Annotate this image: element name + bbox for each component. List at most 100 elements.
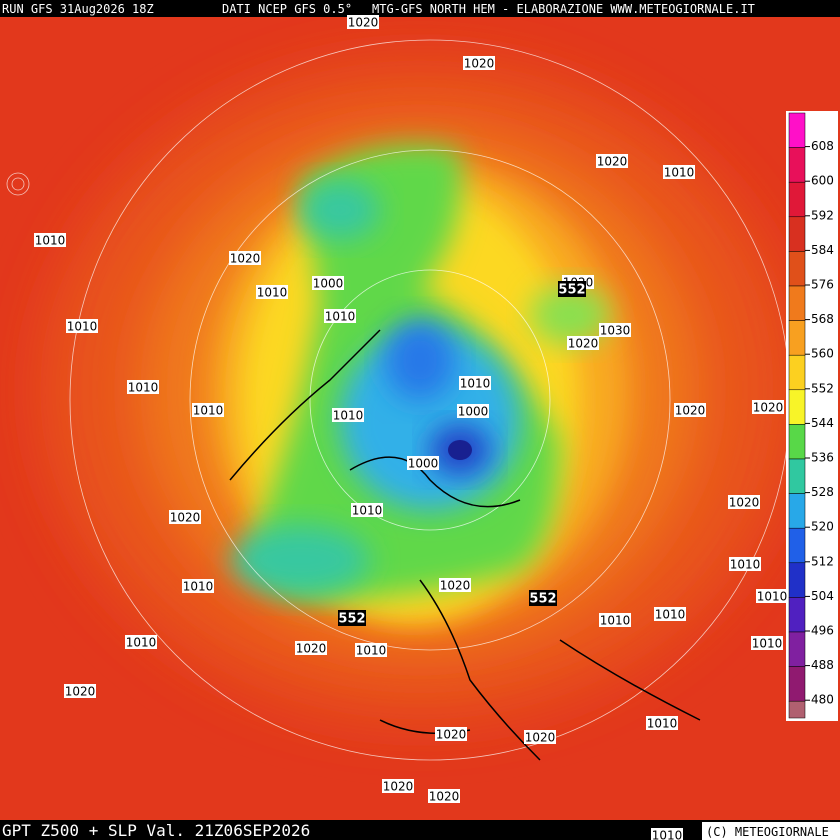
isobar-label-box <box>646 716 678 730</box>
isobar-label-box <box>599 323 631 337</box>
colorbar-swatch <box>788 493 806 529</box>
isobar-label: 1010 <box>356 644 387 658</box>
isobar-label: 1020 <box>675 404 706 418</box>
isobar-label: 1020 <box>436 728 467 742</box>
isobar-label-box <box>382 779 414 793</box>
isobar-label: 1010 <box>664 166 695 180</box>
colorbar-label: 608 <box>811 139 834 153</box>
isobar-label: 1020 <box>464 57 495 71</box>
isobar-label-box <box>229 251 261 265</box>
colorbar-label: 552 <box>811 381 834 395</box>
isobar-label: 1010 <box>600 614 631 628</box>
colorbar-swatch <box>788 631 806 667</box>
footer-bar <box>0 820 840 840</box>
isobar-label-box <box>752 400 784 414</box>
isobar-label: 1020 <box>525 731 556 745</box>
isobar-label-box <box>729 557 761 571</box>
isobar-label: 1010 <box>730 558 761 572</box>
z500-label-box <box>529 590 557 606</box>
run-label: RUN GFS 31Aug2026 18Z <box>2 2 154 16</box>
isobar-label-box <box>524 730 556 744</box>
isobar-label: 1020 <box>296 642 327 656</box>
header-bar <box>0 0 840 17</box>
z500-label: 552 <box>529 592 556 607</box>
isobars <box>6 39 791 761</box>
colorbar-swatch <box>788 424 806 460</box>
colorbar-label: 512 <box>811 554 834 568</box>
colorbar-swatch <box>788 527 806 564</box>
coastlines <box>229 329 701 761</box>
isobar-label-box <box>567 336 599 350</box>
isobar-label: 1010 <box>257 286 288 300</box>
isobar-label-box <box>457 404 489 418</box>
isobar-label: 1010 <box>126 636 157 650</box>
isobar-label-box <box>66 319 98 333</box>
isobar-label: 1000 <box>313 277 344 291</box>
isobar-label-box <box>407 456 439 470</box>
isobar-label: 1010 <box>35 234 66 248</box>
colorbar-label: 576 <box>811 278 834 292</box>
colorbar-swatch <box>788 320 806 356</box>
field-label: GPT Z500 + SLP Val. 21Z06SEP2026 <box>2 821 310 840</box>
isobar-label-box <box>674 403 706 417</box>
colorbar-label: 536 <box>811 451 834 465</box>
isobar-label-box <box>332 408 364 422</box>
isobar-label: 1020 <box>568 337 599 351</box>
isobar-label-box <box>324 309 356 323</box>
isobar-label-box <box>459 376 491 390</box>
producer-label: MTG-GFS NORTH HEM - ELABORAZIONE WWW.MET… <box>372 2 755 16</box>
colorbar-label: 480 <box>811 693 834 707</box>
isobar-label-box <box>599 613 631 627</box>
z500-label: 552 <box>558 283 585 298</box>
isobar-label: 1010 <box>193 404 224 418</box>
isobar-label: 1020 <box>729 496 760 510</box>
isobar-label-box <box>256 285 288 299</box>
isobar-label: 1030 <box>600 324 631 338</box>
colorbar-swatch <box>788 251 806 287</box>
isobar-label-box <box>34 233 66 247</box>
isobar-label-box <box>596 154 628 168</box>
colorbar-label: 528 <box>811 485 834 499</box>
colorbar-label: 584 <box>811 243 834 257</box>
isobar-label-box <box>756 589 788 603</box>
isobar-label-box <box>428 789 460 803</box>
colorbar-swatch <box>788 112 806 148</box>
colorbar-label: 520 <box>811 520 834 534</box>
colorbar-label: 496 <box>811 624 834 638</box>
colorbar-label: 488 <box>811 658 834 672</box>
isobar-label: 1010 <box>460 377 491 391</box>
isobar-label-box <box>435 727 467 741</box>
isobar-label: 1010 <box>655 608 686 622</box>
isobar-label-box <box>651 828 683 840</box>
isobar-label: 1020 <box>348 16 379 30</box>
colorbar-swatch <box>788 700 806 719</box>
isobar-label: 1010 <box>67 320 98 334</box>
colorbar-swatch <box>788 389 806 425</box>
colorbar-swatch <box>788 285 806 321</box>
isobar-label-box <box>192 403 224 417</box>
colorbar-swatch <box>788 147 806 183</box>
copyright-label: (C) METEOGIORNALE <box>706 825 829 839</box>
colorbar-swatch <box>788 666 806 702</box>
colorbar: 608 600 592 584 576 568 560 552 544 536 528 520 512 5… <box>788 112 834 719</box>
isobar-label-box <box>312 276 344 290</box>
z500-label-box <box>558 281 586 297</box>
colorbar-label: 592 <box>811 208 834 222</box>
colorbar-swatch <box>788 354 806 391</box>
isobar-label: 1000 <box>408 457 439 471</box>
colorbar-label: 600 <box>811 174 834 188</box>
isobar-label: 1020 <box>597 155 628 169</box>
isobar-label-box <box>169 510 201 524</box>
colorbar-label: 544 <box>811 416 834 430</box>
map-labels: 1020102010201010101010201010100010201030… <box>34 15 788 840</box>
isobar-label-box <box>127 380 159 394</box>
isobar-label-box <box>663 165 695 179</box>
isobar-label: 1010 <box>752 637 783 651</box>
colorbar-swatch <box>788 181 806 218</box>
isobar-label: 1000 <box>458 405 489 419</box>
isobar-label: 1010 <box>352 504 383 518</box>
colorbar-label: 568 <box>811 312 834 326</box>
colorbar-swatch <box>788 458 806 494</box>
isobar-label: 1020 <box>429 790 460 804</box>
colorbar-label: 560 <box>811 347 834 361</box>
